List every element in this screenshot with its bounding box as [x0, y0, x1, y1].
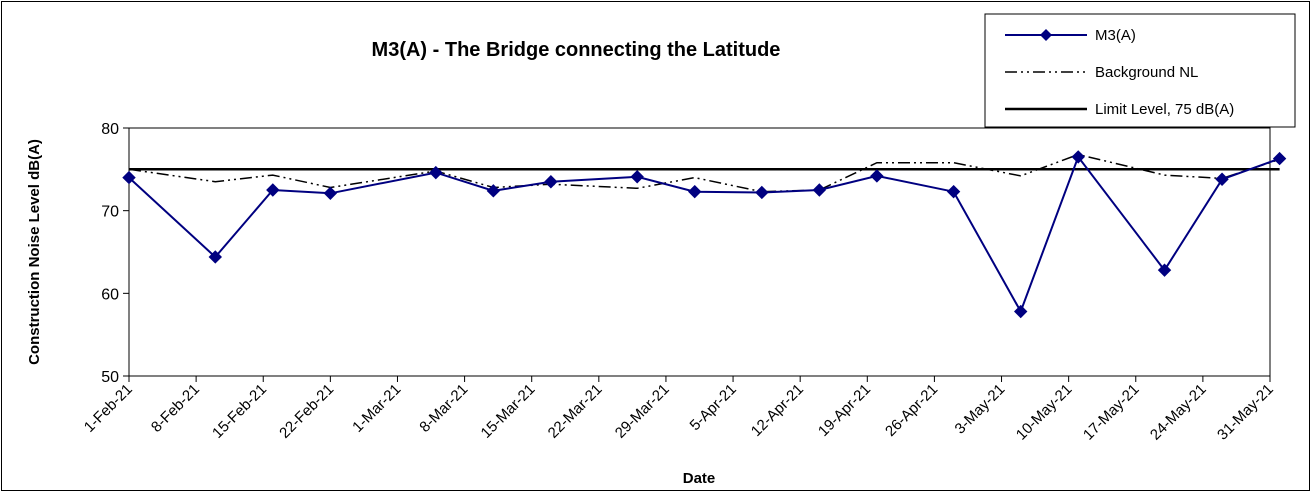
data-point-marker [755, 185, 769, 200]
data-point-marker [266, 183, 280, 197]
y-tick-label: 60 [101, 286, 119, 303]
data-point-marker [429, 165, 443, 180]
data-point-marker [870, 169, 884, 183]
data-point-marker [812, 183, 827, 197]
data-point-marker [1272, 151, 1287, 166]
series-line-0 [128, 154, 1280, 314]
y-axis-label: Construction Noise Level dB(A) [26, 139, 43, 365]
plot-area [128, 127, 1271, 377]
data-point-marker [1013, 304, 1028, 319]
legend-label-1: Background NL [1095, 64, 1198, 81]
legend-items: M3(A) Background NL Limit Level, 75 dB(A) [1005, 27, 1234, 118]
data-point-marker [630, 170, 644, 184]
data-point-marker [323, 186, 338, 201]
data-point-marker [687, 184, 702, 199]
data-point-marker [1071, 150, 1085, 164]
data-point-marker [1215, 172, 1229, 186]
x-axis-label: Date [683, 470, 716, 487]
data-point-marker [122, 170, 136, 185]
legend-label-0: M3(A) [1095, 27, 1136, 44]
series-layer [122, 150, 1287, 319]
legend: M3(A) Background NL Limit Level, 75 dB(A) [984, 13, 1296, 128]
y-axis: 50 60 70 80 [101, 121, 129, 386]
data-point-marker [486, 184, 501, 198]
data-point-marker [208, 250, 223, 264]
data-point-marker [544, 175, 558, 189]
y-tick-label: 80 [101, 121, 119, 138]
legend-label-2: Limit Level, 75 dB(A) [1095, 101, 1234, 118]
y-tick-label: 50 [101, 369, 119, 386]
data-point-marker [946, 184, 961, 199]
data-point-marker [1157, 263, 1172, 277]
y-tick-label: 70 [101, 204, 119, 221]
chart-title: M3(A) - The Bridge connecting the Latitu… [372, 39, 781, 61]
legend-marker [1040, 29, 1052, 41]
series-line-1 [128, 153, 1280, 193]
